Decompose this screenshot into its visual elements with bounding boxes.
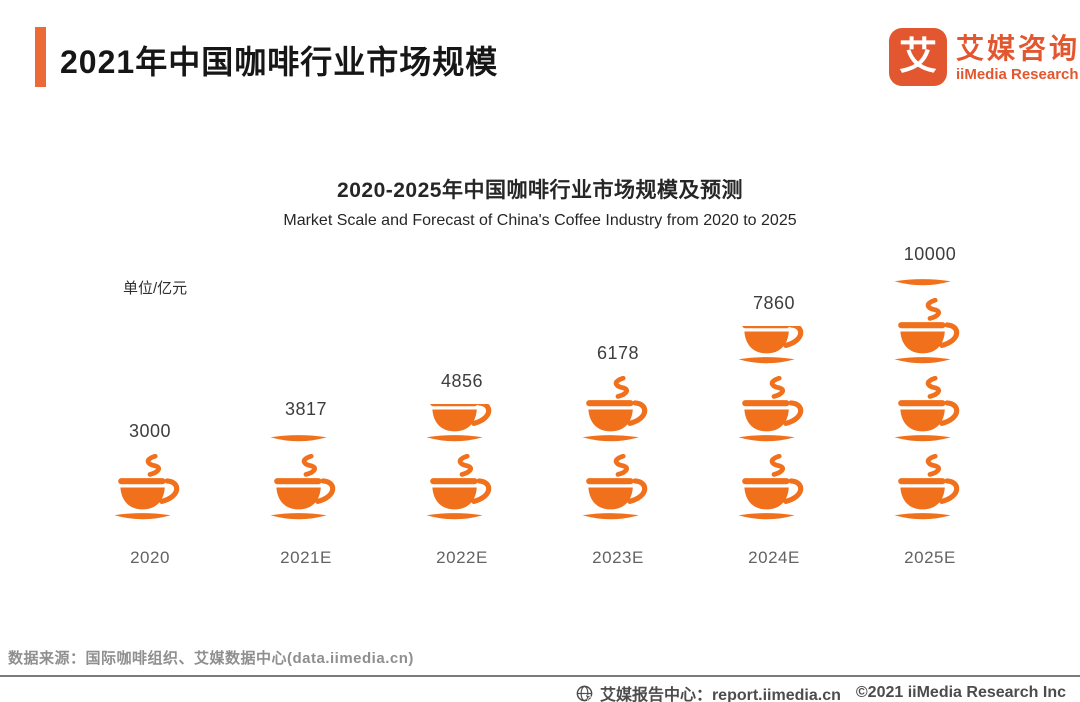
chart-column-2025e: 10000 2025E: [852, 216, 1008, 568]
footer-bar: 艾媒报告中心：report.iimedia.cn ©2021 iiMedia R…: [576, 681, 1066, 702]
footer-divider: [0, 675, 1080, 677]
coffee-cup-partial: [737, 326, 811, 368]
coffee-cup-full: [893, 298, 967, 368]
coffee-cup-icon: [426, 404, 492, 442]
logo-name-cn: 艾媒咨询: [956, 33, 1080, 64]
coffee-cup-full: [581, 376, 655, 446]
coffee-cup-icon: [270, 435, 327, 442]
x-axis-label: 2020: [130, 548, 170, 567]
coffee-cup-full: [113, 454, 187, 524]
coffee-cup-icon: [270, 454, 336, 520]
page-title: 2021年中国咖啡行业市场规模: [60, 44, 499, 80]
cup-stack: 10000: [893, 216, 967, 524]
chart-column-2024e: 7860 2024E: [696, 216, 852, 568]
coffee-cup-full: [581, 454, 655, 524]
coffee-cup-icon: [738, 376, 804, 442]
chart-column-2020: 3000 2020: [72, 216, 228, 568]
coffee-cup-full: [425, 454, 499, 524]
coffee-cup-full: [269, 454, 343, 524]
iimedia-logo-icon: 艾: [889, 28, 947, 86]
value-label: 4856: [440, 371, 484, 391]
x-axis-label: 2024E: [748, 548, 800, 567]
coffee-cup-icon: [894, 279, 951, 286]
iimedia-logo: 艾 艾媒咨询 iiMedia Research: [889, 28, 1080, 86]
cup-stack: 3817: [269, 216, 343, 524]
pictogram-chart: 3000 2020 3817 2021E 4856 2022E 6178 2023E 7860 2…: [72, 216, 1008, 568]
logo-name-en: iiMedia Research: [956, 65, 1079, 83]
title-accent-bar: [35, 27, 46, 87]
coffee-cup-icon: [114, 454, 180, 520]
x-axis-label: 2021E: [280, 548, 332, 567]
data-source: 数据来源：国际咖啡组织、艾媒数据中心(data.iimedia.cn): [8, 650, 414, 667]
coffee-cup-partial: [425, 404, 499, 446]
coffee-cup-icon: [894, 376, 960, 442]
value-label: 6178: [596, 343, 640, 363]
x-axis-label: 2023E: [592, 548, 644, 567]
value-label: 3000: [128, 421, 172, 441]
report-center-globe-icon: [576, 685, 593, 702]
chart-title: 2020-2025年中国咖啡行业市场规模及预测: [337, 179, 743, 202]
coffee-cup-full: [737, 376, 811, 446]
coffee-cup-icon: [426, 454, 492, 520]
chart-column-2021e: 3817 2021E: [228, 216, 384, 568]
coffee-cup-icon: [894, 454, 960, 520]
coffee-cup-icon: [738, 454, 804, 520]
value-label: 7860: [752, 293, 796, 313]
coffee-cup-partial: [893, 277, 967, 290]
cup-stack: 6178: [581, 216, 655, 524]
logo-text: 艾媒咨询 iiMedia Research: [956, 28, 1080, 83]
coffee-cup-icon: [738, 326, 804, 364]
logo-mark-glyph: 艾: [898, 36, 937, 78]
report-center-text: 艾媒报告中心：report.iimedia.cn: [599, 687, 841, 702]
coffee-cup-icon: [582, 454, 648, 520]
coffee-cup-full: [737, 454, 811, 524]
chart-subtitle: Market Scale and Forecast of China's Cof…: [283, 212, 797, 229]
cup-stack: 7860: [737, 216, 811, 524]
value-label: 3817: [284, 399, 328, 419]
coffee-cup-partial: [269, 432, 343, 446]
copyright-text: ©2021 iiMedia Research Inc: [855, 684, 1066, 701]
coffee-cup-full: [893, 376, 967, 446]
coffee-cup-icon: [894, 298, 960, 364]
cup-stack: 4856: [425, 216, 499, 524]
chart-column-2023e: 6178 2023E: [540, 216, 696, 568]
cup-stack: 3000: [113, 216, 187, 524]
coffee-cup-icon: [582, 376, 648, 442]
coffee-cup-full: [893, 454, 967, 524]
x-axis-label: 2022E: [436, 548, 488, 567]
value-label: 10000: [903, 244, 957, 264]
chart-column-2022e: 4856 2022E: [384, 216, 540, 568]
x-axis-label: 2025E: [904, 548, 956, 567]
unit-label: 单位/亿元: [123, 280, 188, 297]
